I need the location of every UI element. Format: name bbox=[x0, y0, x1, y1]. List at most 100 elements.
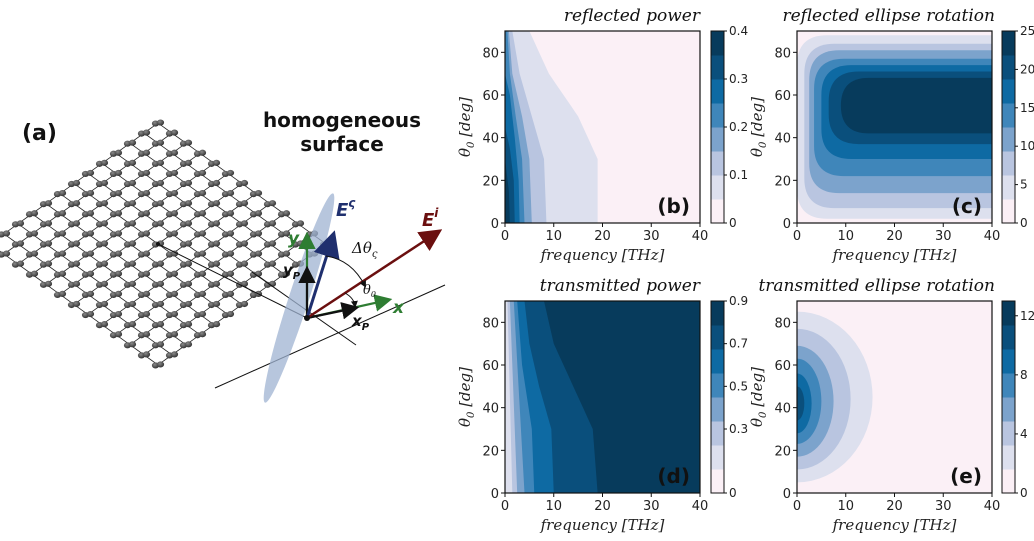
y-tick-label: 40 bbox=[774, 132, 791, 147]
y-tick-label: 40 bbox=[482, 402, 499, 417]
lattice-atom bbox=[72, 240, 81, 247]
lattice-atom bbox=[156, 179, 165, 187]
delta-theta-arc bbox=[325, 255, 366, 288]
lattice-atom bbox=[170, 210, 179, 217]
lattice-atom bbox=[212, 200, 221, 207]
contour-band-0.35 bbox=[505, 159, 510, 223]
colorbar-step bbox=[711, 397, 724, 422]
lattice-atom bbox=[268, 200, 277, 207]
colorbar-tick-label: 25 bbox=[1020, 24, 1034, 38]
colorbar-tick-label: 0.5 bbox=[729, 379, 748, 393]
y-tick-label: 0 bbox=[783, 487, 791, 502]
x-tick-label: 40 bbox=[692, 229, 709, 244]
lattice-atom bbox=[212, 240, 221, 247]
colorbar-tick-label: 15 bbox=[1020, 101, 1034, 115]
lattice-atom bbox=[100, 240, 109, 247]
y-tick-label: 80 bbox=[482, 46, 499, 61]
lattice-atom bbox=[184, 179, 193, 187]
lattice-atom bbox=[142, 230, 151, 237]
colorbar-step bbox=[1002, 175, 1015, 200]
lattice-atom bbox=[30, 270, 39, 277]
colorbar-frame bbox=[1001, 30, 1016, 224]
x-tick-label: 0 bbox=[501, 229, 509, 244]
y-tick-label: 20 bbox=[774, 174, 791, 189]
lattice-atom bbox=[44, 240, 53, 247]
x-tick-label: 20 bbox=[594, 499, 611, 514]
contour-band-0.15 bbox=[505, 301, 513, 493]
panel-a-schematic: (a) homogeneous surface Eς Ei Δθς θ0 y bbox=[0, 108, 446, 403]
svg-text:θ0 [deg]: θ0 [deg] bbox=[456, 97, 477, 157]
colorbar-frame bbox=[710, 300, 725, 494]
lattice-atom bbox=[170, 149, 179, 156]
colorbar-step bbox=[1002, 349, 1015, 374]
theta0-label: θ0 bbox=[363, 283, 376, 299]
lattice-atom bbox=[254, 190, 263, 197]
lattice-atom bbox=[100, 260, 109, 267]
lattice-atom bbox=[16, 220, 25, 227]
scattered-field-arrow bbox=[305, 230, 340, 319]
plot-area-c bbox=[797, 31, 992, 223]
lattice-atom bbox=[198, 169, 207, 177]
lattice-atom bbox=[156, 361, 165, 368]
lattice-atom bbox=[128, 179, 137, 187]
x-tick-label: 30 bbox=[935, 229, 952, 244]
panel-title: transmitted power bbox=[540, 276, 701, 296]
lattice-atom bbox=[114, 310, 123, 318]
lattice-atom bbox=[128, 300, 137, 308]
lattice-atom bbox=[282, 270, 291, 277]
lattice-atom bbox=[226, 270, 235, 277]
colorbar-tick-label: 0.3 bbox=[729, 422, 748, 436]
lattice-atom bbox=[2, 250, 11, 257]
lattice-atom bbox=[240, 280, 249, 287]
lattice-atom bbox=[198, 210, 207, 217]
lattice-atom bbox=[100, 280, 109, 287]
lattice-atom bbox=[170, 190, 179, 197]
svg-text:θ0 [deg]: θ0 [deg] bbox=[748, 367, 769, 427]
theta0-arc bbox=[344, 292, 358, 308]
svg-text:θ0 [deg]: θ0 [deg] bbox=[456, 367, 477, 427]
lattice-atom bbox=[156, 139, 165, 146]
lattice-atom bbox=[100, 179, 109, 187]
lattice-atom bbox=[72, 300, 81, 308]
x-tick-label: 30 bbox=[643, 229, 660, 244]
xp-axis-arrow bbox=[306, 302, 360, 320]
colorbar-step bbox=[1002, 151, 1015, 176]
lattice-atom bbox=[128, 260, 137, 267]
lattice-atom bbox=[198, 331, 207, 338]
colorbar-step bbox=[711, 445, 724, 470]
colorbar-tick-label: 0 bbox=[1020, 486, 1028, 500]
colorbar-step bbox=[1002, 199, 1015, 224]
lattice-atom bbox=[184, 139, 193, 146]
lattice-atom bbox=[212, 159, 221, 166]
lattice-atom bbox=[156, 300, 165, 308]
lattice-atom bbox=[128, 321, 137, 328]
colorbar-step bbox=[711, 175, 724, 200]
colorbar-step bbox=[1002, 421, 1015, 446]
colorbar-tick-label: 8 bbox=[1020, 368, 1028, 382]
lattice-atom bbox=[240, 220, 249, 227]
lattice-atom bbox=[226, 230, 235, 237]
x-tick-label: 0 bbox=[793, 229, 801, 244]
surface-title-line1: homogeneous bbox=[263, 108, 421, 132]
lattice-atom bbox=[16, 260, 25, 267]
y-axis-label: θ0 [deg] bbox=[456, 97, 477, 157]
svg-text:θ0 [deg]: θ0 [deg] bbox=[748, 97, 769, 157]
lattice-atom bbox=[226, 250, 235, 257]
y-tick-label: 20 bbox=[482, 444, 499, 459]
lattice-atom bbox=[282, 250, 291, 257]
y-tick-label: 80 bbox=[774, 316, 791, 331]
lattice-atom bbox=[170, 290, 179, 297]
y-tick-label: 0 bbox=[491, 217, 499, 232]
colorbar: 0 5 10 15 20 25 bbox=[1001, 24, 1034, 230]
lattice-atom bbox=[128, 220, 137, 227]
panel-b-reflected-power: 0 10 20 30 40 0 20 40 60 80 frequency [THz] θ0 [deg… bbox=[456, 6, 748, 264]
lattice-atom bbox=[142, 129, 151, 136]
lattice-atom bbox=[212, 300, 221, 308]
lattice-atom bbox=[240, 179, 249, 187]
lattice-atom bbox=[142, 290, 151, 297]
y-axis-label: θ0 [deg] bbox=[456, 367, 477, 427]
lattice-atom bbox=[58, 290, 67, 297]
lattice-atom bbox=[128, 139, 137, 146]
lattice-atom bbox=[254, 250, 263, 257]
